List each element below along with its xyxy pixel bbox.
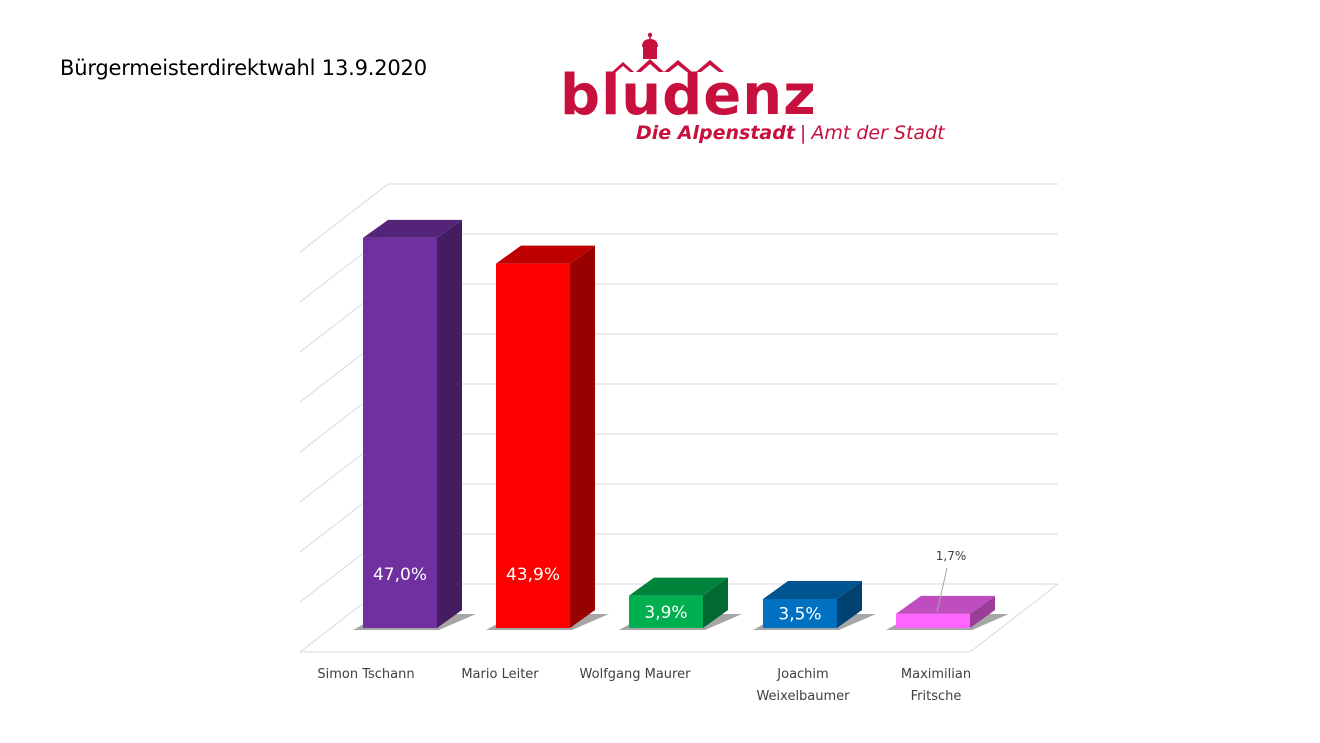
tick-label: Joachim — [776, 667, 828, 682]
tick-label: Fritsche — [911, 689, 962, 704]
bar — [629, 595, 703, 628]
data-label-leader — [936, 567, 948, 613]
bar-side — [570, 245, 595, 628]
bludenz-logo: bludenz Die Alpenstadt | Amt der Stadt — [556, 30, 945, 148]
bar-top — [496, 245, 595, 264]
bar — [763, 598, 837, 628]
tick-label: Mario Leiter — [461, 667, 539, 682]
bar-side — [970, 595, 995, 628]
logo-tagline: Die Alpenstadt | Amt der Stadt — [636, 122, 945, 144]
page-title: Bürgermeisterdirektwahl 13.9.2020 — [60, 56, 427, 80]
grid-line-wall — [299, 183, 389, 253]
bar-top — [763, 580, 862, 599]
bar-top — [896, 595, 995, 614]
town-roofs-icon — [612, 32, 724, 72]
floor-edge — [969, 583, 1059, 653]
bar-top — [629, 577, 728, 596]
bar — [496, 263, 570, 628]
tick-label: Simon Tschann — [317, 667, 414, 682]
data-label: 3,9% — [644, 603, 687, 623]
bar-side — [437, 219, 462, 628]
data-label: 1,7% — [936, 549, 967, 563]
data-label: 47,0% — [373, 565, 427, 585]
data-label: 43,9% — [506, 565, 560, 585]
bar — [363, 237, 437, 628]
logo-wordmark: bludenz — [560, 63, 817, 128]
logo-tagline-rest: Amt der Stadt — [811, 122, 945, 144]
bar-side — [703, 577, 728, 628]
bar-top — [363, 219, 462, 238]
bar-side — [837, 580, 862, 628]
data-label: 3,5% — [778, 604, 821, 624]
tick-label: Wolfgang Maurer — [580, 667, 692, 682]
bar — [896, 613, 970, 628]
logo-tagline-strong: Die Alpenstadt — [636, 122, 795, 144]
tick-label: Weixelbaumer — [756, 689, 850, 704]
logo-separator: | — [799, 122, 807, 144]
tick-label: Maximilian — [901, 667, 971, 682]
